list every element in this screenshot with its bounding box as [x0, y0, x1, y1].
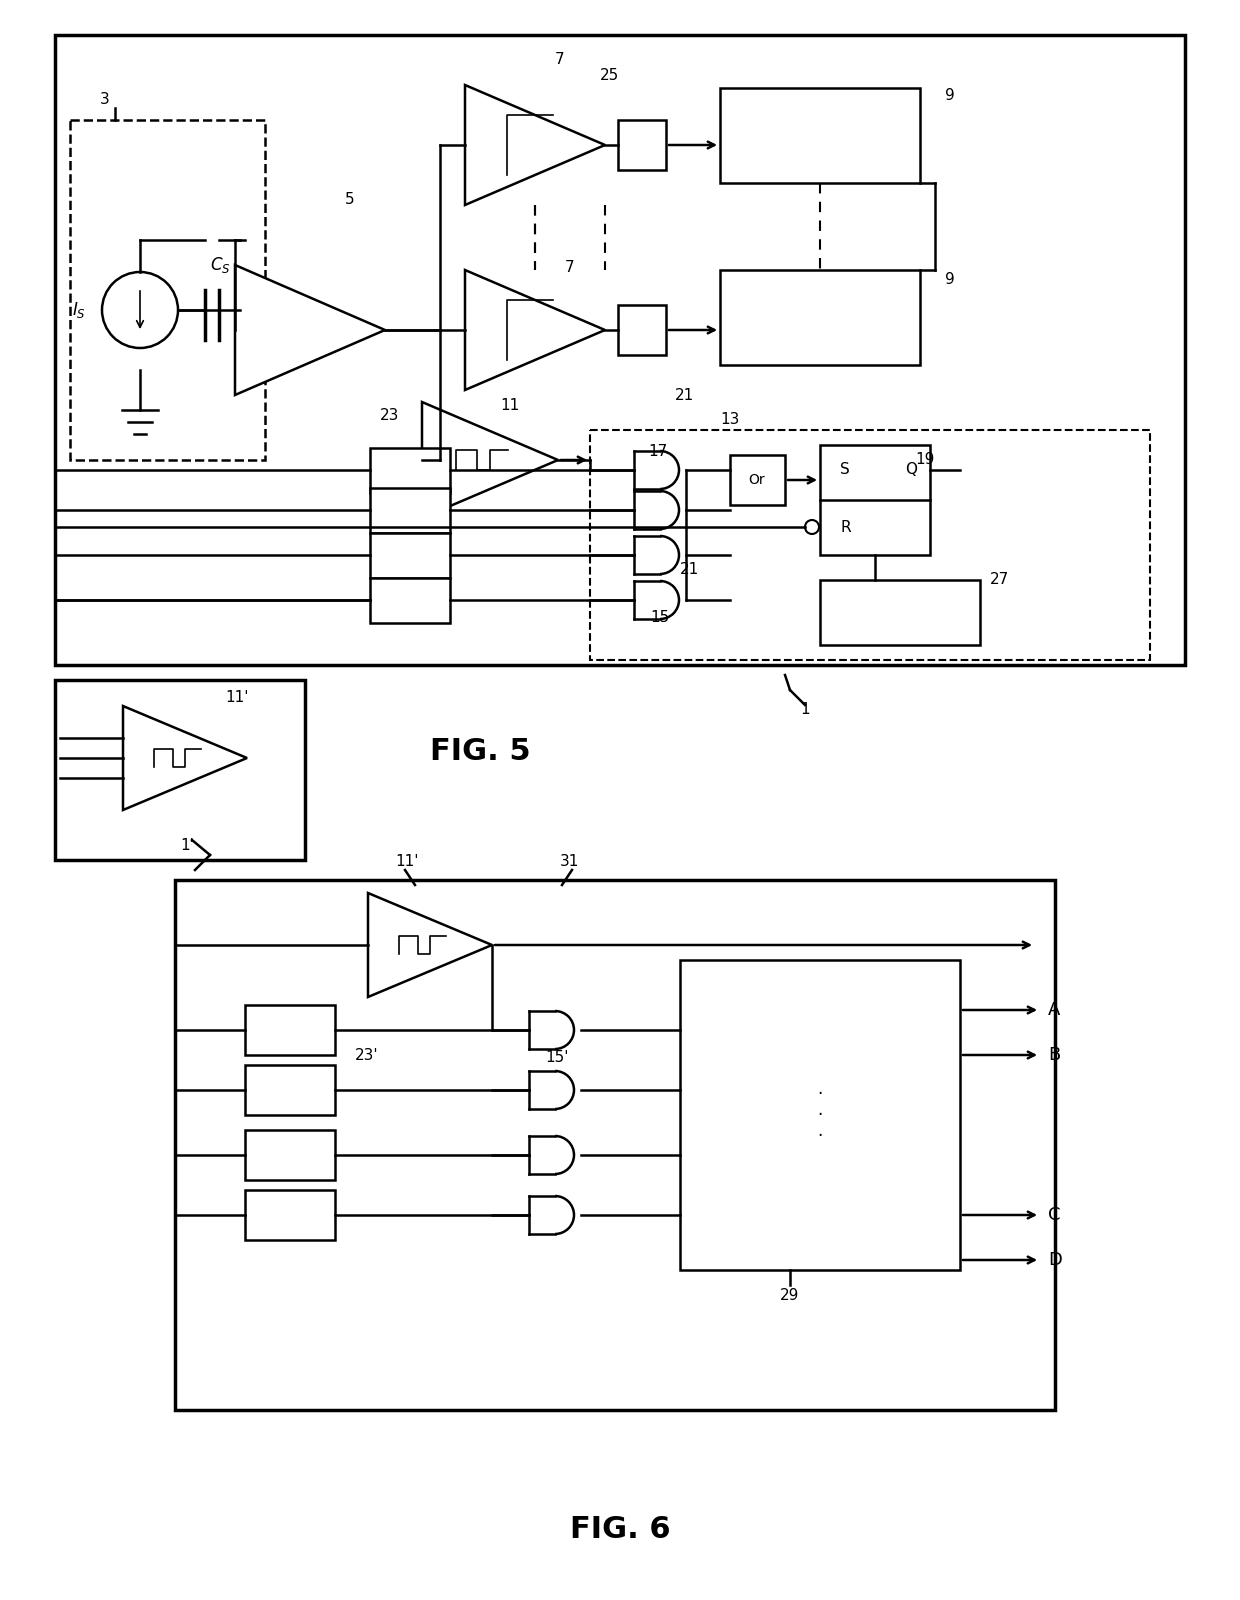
Bar: [246, 1066, 335, 1115]
Text: 15: 15: [650, 611, 670, 626]
Bar: [370, 533, 450, 578]
Polygon shape: [368, 893, 492, 997]
Bar: [720, 270, 920, 365]
Polygon shape: [422, 402, 558, 518]
Bar: [55, 35, 1185, 666]
Bar: [175, 880, 1055, 1410]
Text: FIG. 5: FIG. 5: [430, 738, 531, 766]
Bar: [720, 88, 920, 182]
Text: D: D: [1048, 1251, 1061, 1269]
Text: 23: 23: [379, 408, 399, 424]
Text: $I_S$: $I_S$: [72, 301, 86, 320]
Text: R: R: [839, 520, 851, 534]
Polygon shape: [465, 270, 605, 390]
Bar: [55, 680, 305, 861]
Text: Or: Or: [749, 474, 765, 486]
Bar: [618, 306, 666, 355]
Text: 15': 15': [546, 1051, 568, 1066]
Text: 23': 23': [355, 1048, 378, 1062]
Text: 1: 1: [800, 702, 810, 717]
Text: ·
·
·: · · ·: [817, 1085, 822, 1146]
Bar: [618, 120, 666, 170]
Bar: [246, 1190, 335, 1240]
Text: C: C: [1048, 1206, 1060, 1224]
Text: 9: 9: [945, 272, 955, 288]
Text: 11': 11': [396, 854, 419, 869]
Text: 17: 17: [649, 445, 667, 459]
Text: B: B: [1048, 1046, 1060, 1064]
Polygon shape: [123, 706, 247, 810]
Bar: [820, 445, 930, 555]
Text: 3: 3: [100, 93, 110, 107]
Bar: [820, 579, 980, 645]
Bar: [69, 120, 265, 461]
Polygon shape: [465, 85, 605, 205]
Bar: [246, 1130, 335, 1181]
Polygon shape: [236, 266, 384, 395]
Bar: [730, 454, 785, 506]
Text: 25: 25: [600, 67, 619, 83]
Text: Q: Q: [905, 462, 918, 477]
Text: FIG. 6: FIG. 6: [569, 1515, 671, 1544]
Bar: [370, 448, 450, 493]
Text: 21: 21: [675, 387, 694, 403]
Text: 7: 7: [565, 261, 574, 275]
Text: S: S: [839, 462, 849, 477]
Text: 31: 31: [560, 854, 579, 869]
Text: 9: 9: [945, 88, 955, 102]
Text: 11': 11': [224, 691, 248, 706]
Text: 7: 7: [556, 53, 564, 67]
Bar: [246, 1005, 335, 1054]
Text: $C_S$: $C_S$: [210, 254, 231, 275]
Text: 11: 11: [500, 397, 520, 413]
Text: 1': 1': [180, 837, 193, 853]
Text: 5: 5: [345, 192, 355, 208]
Text: 21: 21: [680, 563, 699, 578]
Text: A: A: [1048, 1002, 1060, 1019]
Bar: [590, 430, 1149, 659]
Bar: [680, 960, 960, 1270]
Text: 27: 27: [990, 573, 1009, 587]
Text: 29: 29: [780, 1288, 800, 1302]
Bar: [370, 488, 450, 533]
Bar: [370, 578, 450, 622]
Text: 19: 19: [915, 453, 935, 467]
Text: 13: 13: [720, 413, 739, 427]
